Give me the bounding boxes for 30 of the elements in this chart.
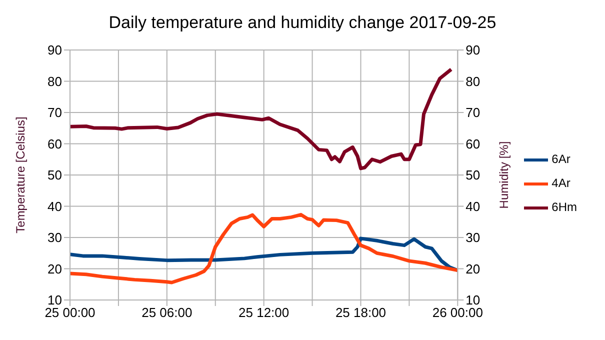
y-tick-label: 70 [48, 105, 62, 120]
y2-tick-label: 80 [466, 74, 480, 89]
y2-tick-label: 30 [466, 230, 480, 246]
x-tick-label: 25 00:00 [44, 305, 96, 320]
legend-label: 4Ar [552, 176, 570, 190]
y-tick-label: 40 [48, 198, 62, 214]
y2-tick-label: 40 [466, 198, 480, 214]
y2-tick-label: 70 [466, 105, 480, 120]
legend-label: 6Ar [552, 152, 570, 166]
y-tick-label: 60 [48, 136, 62, 152]
y-tick-label: 80 [48, 74, 62, 89]
y2-tick-label: 60 [466, 136, 480, 152]
x-tick-label: 26 00:00 [432, 305, 483, 320]
y-tick-label: 30 [48, 230, 62, 246]
y-tick-label: 90 [48, 42, 62, 58]
chart-title: Daily temperature and humidity change 2017-09-25 [108, 12, 498, 34]
y2-tick-label: 20 [466, 261, 480, 276]
legend-label: 6Hm [552, 200, 577, 214]
y-axis-title: Temperature [Celsius] [13, 116, 28, 234]
y2-tick-label: 10 [466, 292, 480, 308]
y-tick-label: 10 [48, 292, 62, 308]
x-tick-label: 25 12:00 [238, 305, 290, 320]
y2-tick-label: 90 [466, 42, 480, 58]
x-tick-label: 25 06:00 [142, 305, 192, 320]
y-tick-label: 50 [48, 168, 62, 183]
line-series [70, 68, 453, 170]
y2-axis-title: Humidity [%] [496, 141, 511, 209]
y2-tick-label: 50 [466, 168, 480, 183]
x-tick-label: 25 18:00 [335, 305, 386, 320]
y-tick-label: 20 [48, 261, 62, 276]
